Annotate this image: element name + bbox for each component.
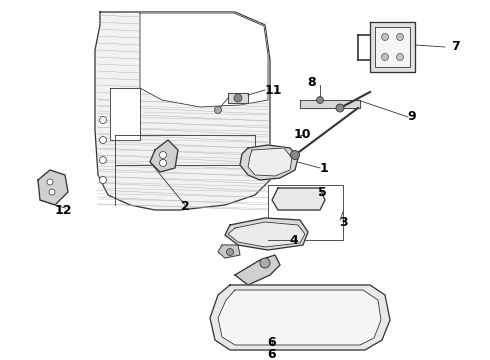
Polygon shape [272,188,325,210]
Circle shape [260,258,270,268]
Text: 1: 1 [319,162,328,175]
Polygon shape [218,245,240,258]
Polygon shape [235,255,280,285]
Polygon shape [375,27,410,67]
Text: 6: 6 [268,347,276,360]
Text: 7: 7 [451,40,460,54]
Polygon shape [218,290,381,345]
Circle shape [234,94,242,102]
Circle shape [160,152,167,158]
Polygon shape [150,140,178,172]
Text: 12: 12 [54,203,72,216]
Circle shape [396,33,403,40]
Text: 9: 9 [408,111,416,123]
Circle shape [99,176,106,184]
Polygon shape [240,145,298,180]
Polygon shape [228,222,305,247]
Polygon shape [370,22,415,72]
Polygon shape [210,285,390,350]
Circle shape [317,96,323,104]
Text: 2: 2 [181,201,189,213]
Polygon shape [38,170,68,205]
Polygon shape [248,148,292,176]
Polygon shape [110,88,140,140]
Circle shape [99,136,106,144]
Circle shape [99,157,106,163]
Text: 6: 6 [268,337,276,350]
Text: 10: 10 [293,129,311,141]
Circle shape [382,54,389,60]
Text: 5: 5 [318,186,326,199]
Circle shape [291,150,299,159]
Circle shape [226,248,234,256]
Circle shape [47,179,53,185]
Text: 4: 4 [290,234,298,247]
Polygon shape [228,93,248,103]
Polygon shape [300,100,360,108]
Circle shape [396,54,403,60]
Circle shape [382,33,389,40]
Bar [268,185,343,240]
Circle shape [49,189,55,195]
Circle shape [99,117,106,123]
Text: 8: 8 [308,77,317,90]
Polygon shape [140,13,268,107]
Text: 3: 3 [339,216,347,229]
Text: 11: 11 [264,84,282,96]
Circle shape [336,104,344,112]
Circle shape [160,159,167,166]
Polygon shape [95,12,270,210]
Polygon shape [225,218,308,250]
Circle shape [215,107,221,113]
